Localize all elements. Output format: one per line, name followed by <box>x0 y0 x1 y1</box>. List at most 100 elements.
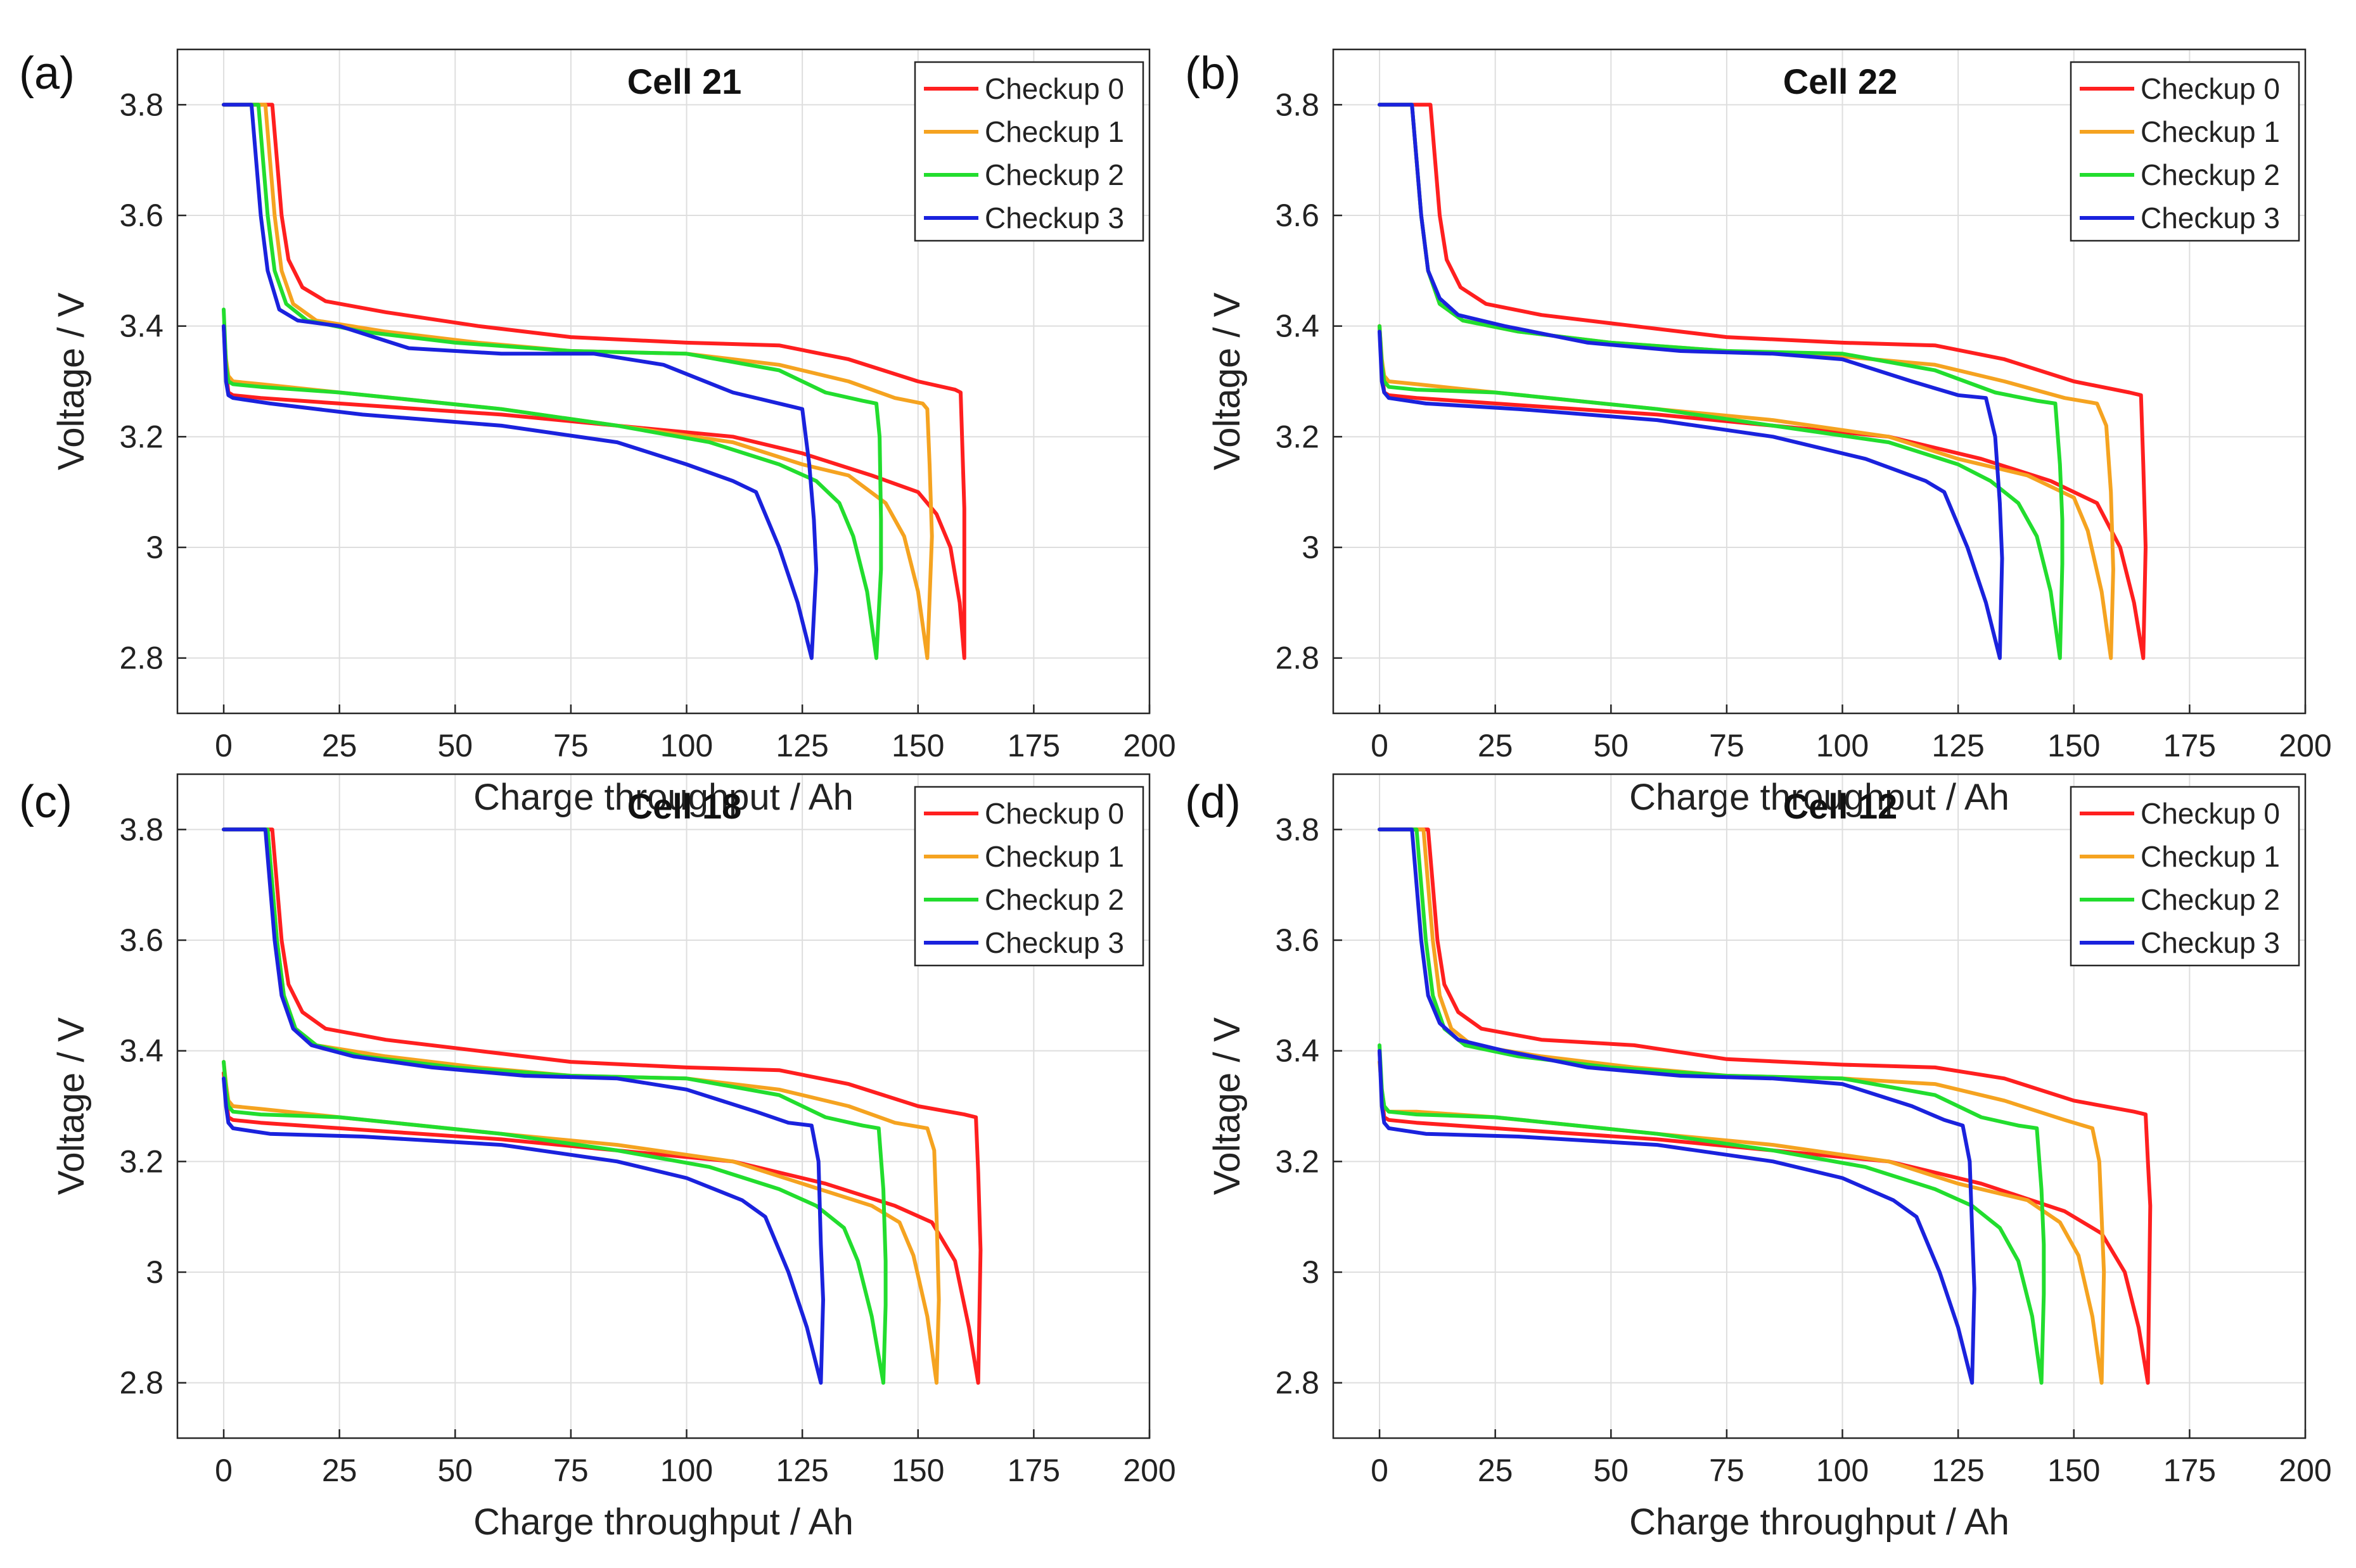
legend: Checkup 0 Checkup 1 Checkup 2 Checkup 3 <box>914 786 1144 967</box>
axes-box <box>176 48 1151 715</box>
x-tick-label: 200 <box>2279 728 2331 763</box>
series-line-checkup-2 <box>222 103 883 660</box>
y-tick-label: 3 <box>1302 1254 1319 1290</box>
y-tick-label: 3 <box>146 530 163 565</box>
x-tick-label: 175 <box>2163 728 2216 763</box>
x-tick-label: 150 <box>2047 1453 2100 1488</box>
y-tick-label: 3.8 <box>119 87 163 122</box>
y-tick-label: 3.2 <box>1275 1144 1319 1179</box>
legend-entry: Checkup 3 <box>2141 201 2280 234</box>
y-tick-label: 3.4 <box>1275 309 1319 344</box>
x-axis-title: Charge throughput / Ah <box>473 777 854 818</box>
legend: Checkup 0 Checkup 1 Checkup 2 Checkup 3 <box>2070 61 2300 242</box>
series-group <box>222 103 966 660</box>
y-tick-label: 3.8 <box>1275 87 1319 122</box>
y-tick-label: 3.2 <box>1275 419 1319 454</box>
legend-entry: Checkup 2 <box>985 158 1124 191</box>
y-tick-label: 2.8 <box>1275 1365 1319 1401</box>
chart-title: Cell 12 <box>1783 786 1898 826</box>
x-tick-label: 200 <box>1123 1453 1175 1488</box>
legend-box <box>2070 61 2300 242</box>
x-axis-title: Charge throughput / Ah <box>1629 777 2009 818</box>
x-tick-label: 175 <box>1008 728 1060 763</box>
x-tick-label: 125 <box>1931 728 1984 763</box>
x-tick-label: 200 <box>2279 1453 2331 1488</box>
x-tick-label: 150 <box>892 1453 944 1488</box>
chart-title: Cell 21 <box>627 61 742 101</box>
y-tick-label: 3.6 <box>119 922 163 958</box>
legend-entry: Checkup 1 <box>2141 840 2280 873</box>
series-line-checkup-3 <box>222 827 825 1385</box>
y-tick-label: 3.4 <box>119 309 163 344</box>
chart-panel-1: 0 25 50 75 100 125 150 175 200 2.8 3 3.2 3.4 3.6 3.8 Ch… <box>19 48 1176 818</box>
panel-label: (b) <box>1185 48 1241 99</box>
x-tick-label: 25 <box>1478 1453 1513 1488</box>
series-line-checkup-3 <box>1378 827 1976 1385</box>
x-tick-label: 175 <box>1008 1453 1060 1488</box>
series-group <box>222 827 983 1385</box>
x-tick-label: 100 <box>1816 728 1869 763</box>
legend-entry: Checkup 3 <box>985 926 1124 959</box>
axes-box <box>1332 48 2307 715</box>
legend-box <box>914 61 1144 242</box>
series-group <box>1378 103 2148 660</box>
x-tick-label: 25 <box>322 728 357 763</box>
y-tick-label: 3.6 <box>1275 198 1319 233</box>
legend: Checkup 0 Checkup 1 Checkup 2 Checkup 3 <box>2070 786 2300 967</box>
y-axis-title: Voltage / V <box>51 292 92 470</box>
series-line-checkup-2 <box>1378 103 2065 660</box>
y-axis-title: Voltage / V <box>1207 292 1248 470</box>
y-tick-label: 3 <box>1302 530 1319 565</box>
legend-entry: Checkup 0 <box>985 72 1124 105</box>
series-line-checkup-1 <box>1378 827 2106 1385</box>
series-line-checkup-0 <box>222 103 966 660</box>
x-tick-label: 75 <box>1709 728 1745 763</box>
y-axis-title: Voltage / V <box>51 1017 92 1195</box>
y-tick-label: 3.6 <box>119 198 163 233</box>
chart-panel-3: 0 25 50 75 100 125 150 175 200 2.8 3 3.2 3.4 3.6 3.8 Ch… <box>19 773 1176 1543</box>
y-tick-label: 3.6 <box>1275 922 1319 958</box>
x-tick-label: 25 <box>322 1453 357 1488</box>
y-axis-title: Voltage / V <box>1207 1017 1248 1195</box>
x-tick-label: 100 <box>660 728 713 763</box>
x-tick-label: 50 <box>1593 1453 1629 1488</box>
x-tick-label: 125 <box>776 1453 828 1488</box>
x-tick-label: 0 <box>1371 1453 1388 1488</box>
y-tick-label: 2.8 <box>1275 641 1319 676</box>
y-tick-label: 3.4 <box>119 1033 163 1069</box>
x-tick-label: 50 <box>437 1453 473 1488</box>
legend-box <box>914 786 1144 967</box>
series-line-checkup-0 <box>1378 103 2148 660</box>
chart-title: Cell 18 <box>627 786 742 826</box>
legend-entry: Checkup 3 <box>2141 926 2280 959</box>
y-tick-label: 3 <box>146 1254 163 1290</box>
legend-entry: Checkup 0 <box>2141 72 2280 105</box>
x-tick-label: 200 <box>1123 728 1175 763</box>
legend-entry: Checkup 0 <box>985 797 1124 830</box>
x-axis-title: Charge throughput / Ah <box>1629 1501 2009 1543</box>
series-line-checkup-2 <box>1378 827 2046 1385</box>
x-tick-label: 25 <box>1478 728 1513 763</box>
panel-label: (c) <box>19 777 72 827</box>
legend-entry: Checkup 1 <box>985 115 1124 148</box>
series-line-checkup-3 <box>1378 103 2004 660</box>
panel-label: (d) <box>1185 777 1241 827</box>
y-tick-label: 2.8 <box>119 1365 163 1401</box>
x-tick-label: 175 <box>2163 1453 2216 1488</box>
legend-entry: Checkup 1 <box>985 840 1124 873</box>
x-tick-label: 75 <box>1709 1453 1745 1488</box>
legend-entry: Checkup 2 <box>985 883 1124 916</box>
x-tick-label: 100 <box>1816 1453 1869 1488</box>
chart-panel-2: 0 25 50 75 100 125 150 175 200 2.8 3 3.2 3.4 3.6 3.8 Ch… <box>1185 48 2332 818</box>
chart-title: Cell 22 <box>1783 61 1898 101</box>
x-tick-label: 50 <box>1593 728 1629 763</box>
chart-panel-4: 0 25 50 75 100 125 150 175 200 2.8 3 3.2 3.4 3.6 3.8 Ch… <box>1185 773 2332 1543</box>
series-line-checkup-1 <box>222 103 934 660</box>
axes-box <box>176 773 1151 1439</box>
series-line-checkup-0 <box>1378 827 2153 1385</box>
legend-entry: Checkup 0 <box>2141 797 2280 830</box>
x-tick-label: 75 <box>553 1453 589 1488</box>
x-tick-label: 125 <box>1931 1453 1984 1488</box>
x-axis-title: Charge throughput / Ah <box>473 1501 854 1543</box>
